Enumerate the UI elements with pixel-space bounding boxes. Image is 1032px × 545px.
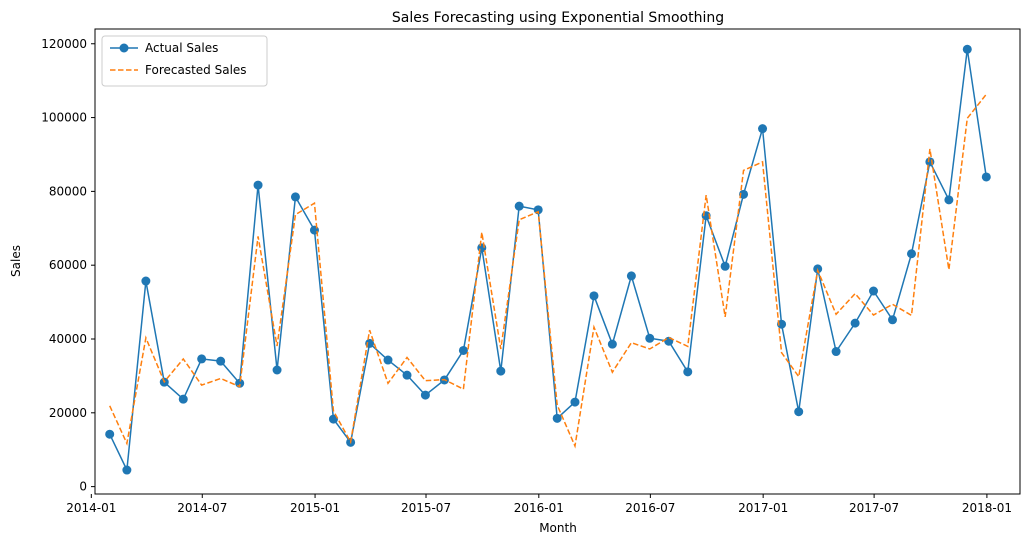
legend-actual-marker — [119, 43, 129, 53]
actual-sales-point — [831, 347, 841, 357]
legend-actual-label: Actual Sales — [145, 41, 218, 55]
actual-sales-point — [197, 354, 207, 364]
actual-sales-point — [739, 189, 749, 199]
x-tick-label: 2016-01 — [514, 501, 564, 515]
actual-sales-point — [907, 249, 916, 259]
actual-sales-point — [290, 192, 300, 202]
x-tick-label: 2018-01 — [962, 501, 1012, 515]
actual-sales-point — [253, 180, 263, 190]
actual-sales-point — [552, 413, 562, 423]
x-tick-label: 2016-07 — [625, 501, 675, 515]
actual-sales-point — [514, 201, 524, 211]
y-tick-label: 120000 — [41, 37, 87, 51]
series-line-forecasted-sales — [109, 93, 987, 449]
x-tick-label: 2017-07 — [849, 501, 899, 515]
actual-sales-point — [794, 407, 804, 417]
y-tick-label: 20000 — [49, 406, 87, 420]
y-tick-label: 80000 — [49, 184, 87, 198]
actual-sales-point — [272, 365, 282, 375]
actual-sales-point — [178, 394, 188, 404]
x-axis-title: Month — [539, 521, 577, 535]
actual-sales-point — [458, 345, 468, 355]
actual-sales-point — [141, 276, 151, 286]
actual-sales-point — [888, 315, 897, 325]
actual-sales-point — [925, 157, 935, 167]
actual-sales-point — [328, 414, 338, 424]
y-tick-label: 0 — [79, 480, 87, 494]
x-tick-label: 2014-01 — [66, 501, 116, 515]
x-tick-label: 2015-07 — [401, 501, 451, 515]
y-tick-label: 40000 — [49, 332, 87, 346]
actual-sales-point — [383, 355, 393, 365]
legend-forecast-label: Forecasted Sales — [145, 63, 247, 77]
actual-sales-point — [944, 195, 954, 205]
actual-sales-point — [777, 319, 787, 329]
actual-sales-point — [420, 390, 430, 400]
actual-sales-point — [683, 367, 693, 377]
plot-frame — [94, 28, 1021, 495]
actual-sales-point — [720, 261, 730, 271]
actual-sales-point — [869, 286, 878, 296]
actual-sales-point — [645, 333, 655, 343]
actual-sales-point — [758, 124, 768, 134]
actual-sales-point — [850, 318, 860, 328]
actual-sales-point — [589, 291, 599, 301]
x-tick-label: 2014-07 — [177, 501, 227, 515]
series-line-actual-sales — [109, 49, 988, 473]
actual-sales-point — [105, 429, 115, 439]
actual-sales-point — [402, 370, 412, 380]
x-tick-label: 2017-01 — [738, 501, 788, 515]
actual-sales-point — [496, 366, 506, 376]
chart-title: Sales Forecasting using Exponential Smoo… — [392, 10, 724, 26]
actual-sales-point — [962, 44, 972, 54]
x-tick-label: 2015-01 — [290, 501, 340, 515]
actual-sales-point — [626, 271, 636, 281]
actual-sales-point — [122, 465, 132, 475]
y-tick-label: 100000 — [41, 111, 87, 125]
y-tick-label: 60000 — [49, 258, 87, 272]
y-axis-title: Sales — [9, 245, 23, 277]
actual-sales-point — [981, 172, 991, 182]
actual-sales-point — [216, 356, 226, 366]
legend-box — [101, 35, 268, 87]
actual-sales-point — [570, 397, 580, 407]
actual-sales-point — [607, 339, 617, 349]
legend: Actual Sales Forecasted Sales — [101, 35, 268, 87]
